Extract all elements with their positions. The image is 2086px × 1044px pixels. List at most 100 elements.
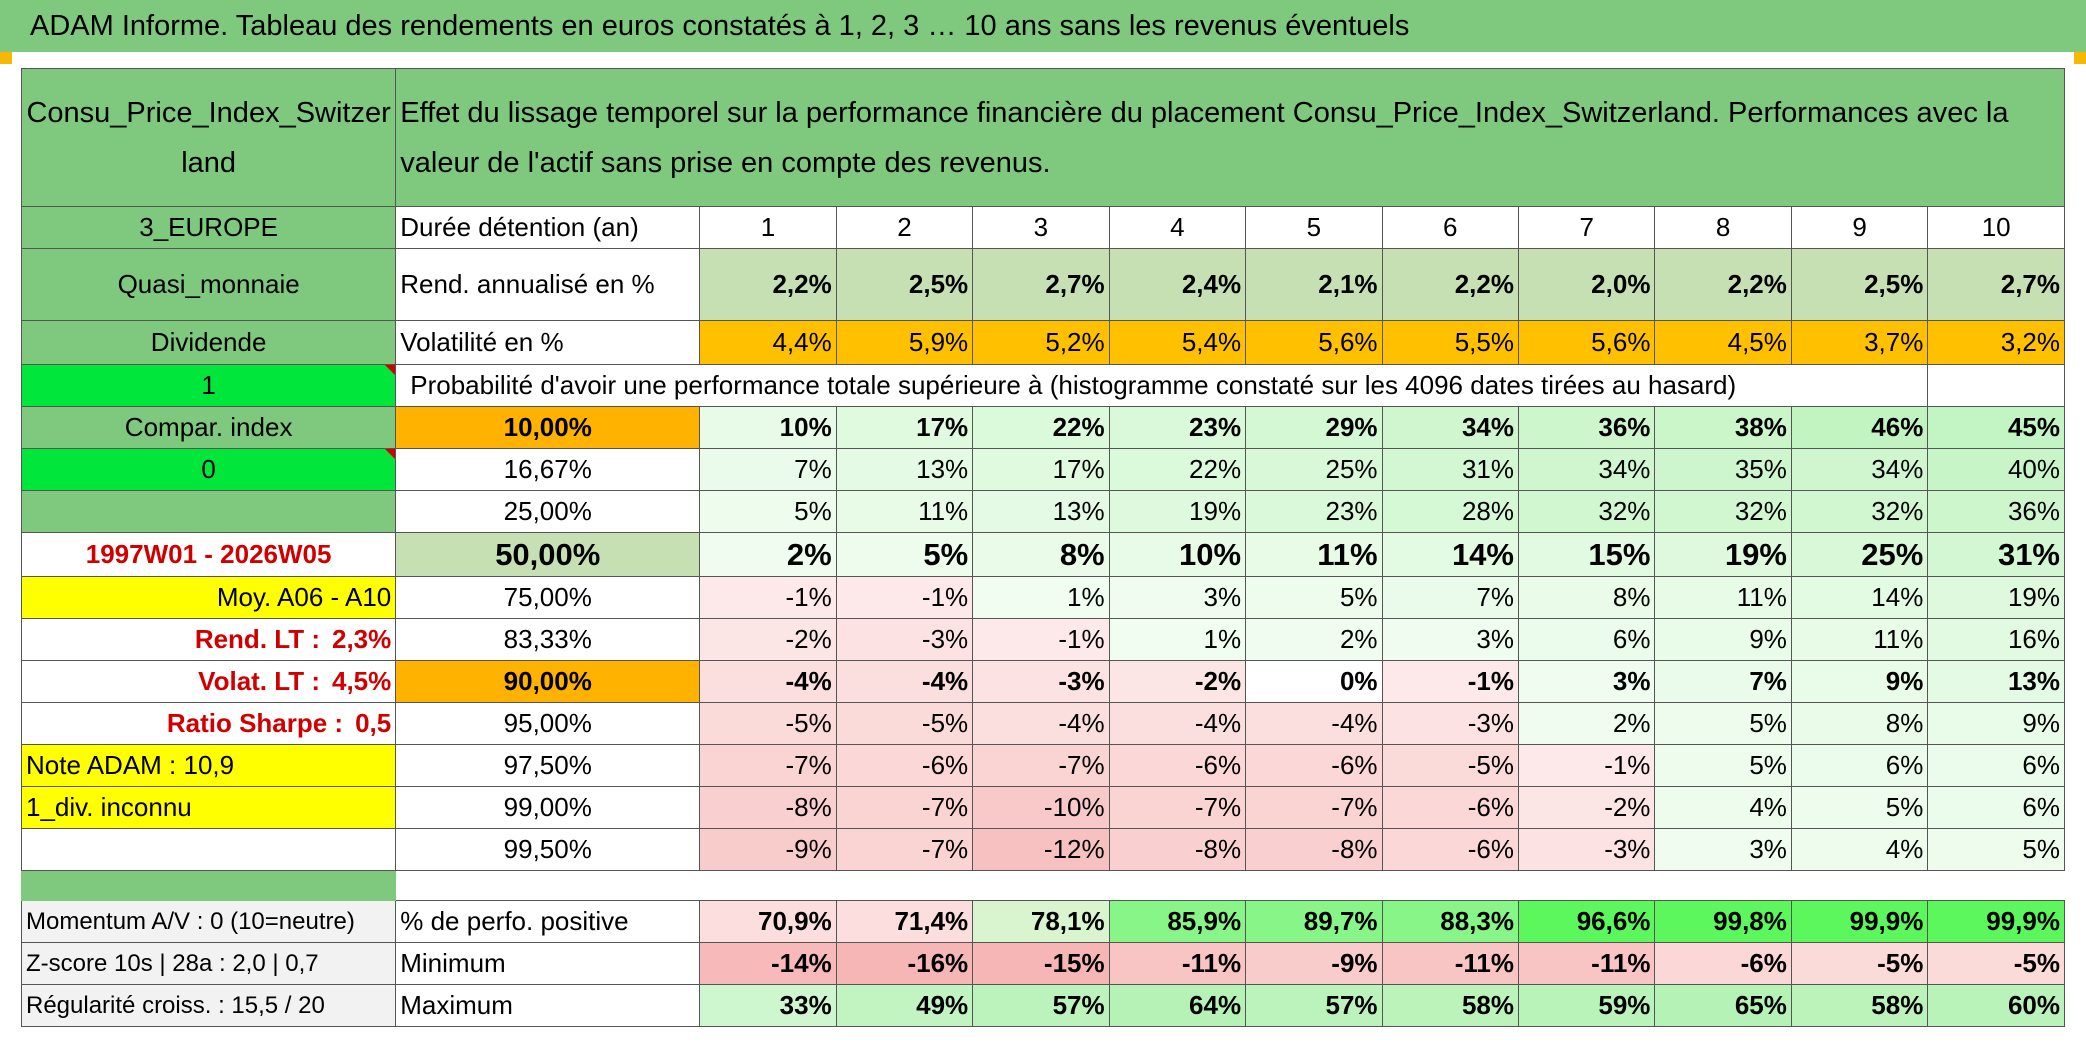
percentile-value: 25% [1790,532,1929,577]
rend-value: 2,5% [835,248,974,321]
duration-9: 9 [1790,206,1929,249]
percentile-value: -7% [835,828,974,871]
percentile-label: 75,00% [395,576,701,619]
percentile-value: 38% [1654,406,1792,449]
returns-table: Consu_Price_Index_Switzerland Effet du l… [20,68,2065,1027]
percentile-value: 11% [1790,618,1929,661]
percentile-value: 36% [1927,490,2065,533]
percentile-value: -7% [1245,786,1383,829]
percentile-label: 10,00% [395,406,701,449]
percentile-row: Volat. LT :4,5% 90,00% -4% -4% -3% -2% 0% -1% 3%… [20,660,2065,703]
percentile-value: 23% [1108,406,1247,449]
percentile-value: 29% [1245,406,1383,449]
percentile-value: 46% [1790,406,1929,449]
percentile-value: 28% [1381,490,1519,533]
percentile-value: 19% [1654,532,1792,577]
vol-value: 5,9% [835,320,974,365]
percentile-label: 97,50% [395,744,701,787]
spacer-empty [396,871,2065,901]
minimum-row: Z-score 10s | 28a : 2,0 | 0,7 Minimum -14%… [20,942,2065,985]
maximum-row-label: Maximum [395,984,701,1027]
percentile-value: 1% [1108,618,1247,661]
percentile-value: 34% [1381,406,1519,449]
duration-5: 5 [1245,206,1383,249]
percentile-label: 90,00% [395,660,701,703]
percentile-value: 7% [1654,660,1792,703]
corner-marker-left [0,52,12,64]
percentile-row: Compar. index 10,00% 10% 17% 22% 23% 29% 34% 36%… [20,406,2065,449]
percentile-row: 1997W01 - 2026W05 50,00% 2% 5% 8% 10% 11% 14% 15… [20,532,2065,577]
percentile-value: -4% [699,660,837,703]
sharpe-ratio: Ratio Sharpe : 0,5 [20,702,397,745]
maximum-row-value: 59% [1517,984,1656,1027]
percentile-value: -4% [835,660,974,703]
minimum-row-value: -6% [1654,942,1792,985]
percentile-value: -8% [699,786,837,829]
percentile-value: 9% [1927,702,2065,745]
spacer-row [20,870,2065,901]
percentile-value: 32% [1790,490,1929,533]
percentile-value: 9% [1790,660,1929,703]
percentile-label: 99,00% [395,786,701,829]
percentile-value: -3% [835,618,974,661]
percentile-value: 32% [1517,490,1656,533]
duration-7: 7 [1517,206,1656,249]
percentile-value: 2% [1517,702,1656,745]
percentile-value: 6% [1927,744,2065,787]
positive-perf-row-value: 78,1% [972,900,1110,943]
rend-value: 2,2% [699,248,837,321]
spacer-green [20,870,397,901]
percentile-value: -6% [1381,786,1519,829]
percentile-value: -9% [699,828,837,871]
rend-label: Rend. annualisé en % [395,248,701,321]
positive-perf-row-value: 99,9% [1927,900,2065,943]
prob-title-empty [1927,364,2065,407]
adam-note: Note ADAM : 10,9 [20,744,397,787]
sharpe-value: 0,5 [355,708,392,738]
percentile-value: -3% [972,660,1110,703]
maximum-row-value: 49% [835,984,974,1027]
rend-value: 2,4% [1108,248,1247,321]
minimum-row-value: -11% [1517,942,1656,985]
percentile-value: 19% [1108,490,1247,533]
duration-1: 1 [699,206,837,249]
percentile-value: -12% [972,828,1110,871]
percentile-value: -7% [699,744,837,787]
percentile-row: 0 16,67% 7% 13% 17% 22% 25% 31% 34% 35% 34% 40% [20,448,2065,491]
positive-perf-row-value: 88,3% [1381,900,1519,943]
percentile-value: -7% [835,786,974,829]
asset-name: Consu_Price_Index_Switzerland [20,68,397,207]
percentile-value: 5% [835,532,974,577]
percentile-value: -1% [835,576,974,619]
percentile-value: 14% [1381,532,1519,577]
percentile-value: 5% [1790,786,1929,829]
percentile-value: 22% [972,406,1110,449]
percentile-value: 8% [1517,576,1656,619]
prob-title-row: 1 Probabilité d'avoir une performance to… [20,364,2065,407]
minimum-row-value: -11% [1108,942,1247,985]
period-label: 1997W01 - 2026W05 [20,532,397,577]
percentile-value: -7% [1108,786,1247,829]
percentile-row: Ratio Sharpe :0,5 95,00% -5% -5% -4% -4% -4% -3… [20,702,2065,745]
percentile-value: -8% [1245,828,1383,871]
volat-lt: Volat. LT : 4,5% [20,660,397,703]
percentile-value: -2% [699,618,837,661]
percentile-row: Rend. LT :2,3% 83,33% -2% -3% -1% 1% 2% 3% 6% 9% 1… [20,618,2065,661]
percentile-value: -7% [972,744,1110,787]
percentile-row: Moy. A06 - A10 75,00% -1% -1% 1% 3% 5% 7% 8% 11% 1… [20,576,2065,619]
maximum-row: Régularité croiss. : 15,5 / 20 Maximum 33%… [20,984,2065,1027]
dividend-label: Dividende [20,320,397,365]
maximum-row-value: 57% [972,984,1110,1027]
percentile-label: 25,00% [395,490,701,533]
percentile-value: 4% [1654,786,1792,829]
percentile-value: 6% [1790,744,1929,787]
rend-lt: Rend. LT : 2,3% [20,618,397,661]
percentile-value: 3% [1517,660,1656,703]
percentile-value: 8% [972,532,1110,577]
percentile-label: 95,00% [395,702,701,745]
percentile-value: 5% [1927,828,2065,871]
percentile-value: 17% [972,448,1110,491]
category-label: Quasi_monnaie [20,248,397,321]
percentile-value: 11% [835,490,974,533]
percentile-value: 31% [1381,448,1519,491]
